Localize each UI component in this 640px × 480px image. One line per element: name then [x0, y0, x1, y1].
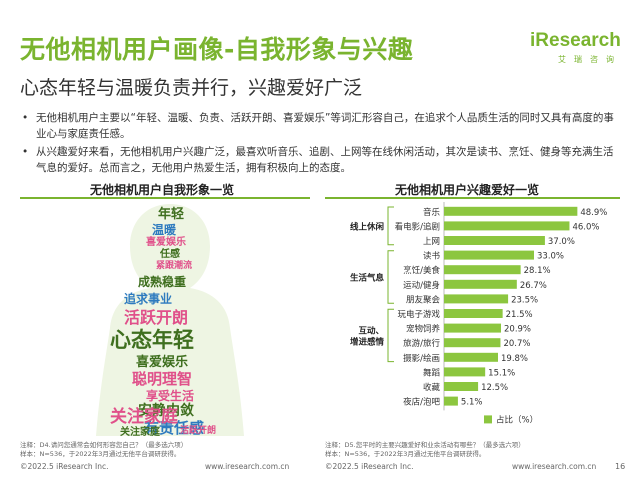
bar: [444, 279, 517, 289]
category-label: 朋友聚会: [406, 294, 441, 305]
cloud-word: 活跃开朗: [180, 426, 217, 436]
page-number: 16: [615, 462, 626, 471]
bar: [444, 250, 534, 260]
bullet-item: • 从兴趣爱好来看，无他相机用户兴趣广泛，最喜欢听音乐、追剧、上网等在线休闲活动…: [22, 144, 622, 176]
footer-copyright: ©2022.5 iResearch Inc.: [20, 462, 109, 471]
cloud-panel-title: 无他相机用户自我形象一览: [90, 183, 235, 197]
data-label: 5.1%: [461, 398, 483, 408]
cloud-word: 有责任感: [144, 419, 205, 437]
legend-swatch: [484, 415, 492, 424]
cloud-word: 聪明理智: [132, 370, 193, 388]
interest-bar-chart: 音乐 48.9% 看电影/追剧 46.0% 上网 37.0% 读书 33.0% 烹饪/美食 28.…: [322, 196, 622, 440]
cloud-word: 心态年轻: [110, 328, 194, 352]
cloud-note: 注释：D4.请问您通常会如何形容您自己？（最多选六项） 样本：N=536，于20…: [20, 441, 188, 458]
footer-url[interactable]: www.iresearch.com.cn: [205, 462, 290, 471]
bullet-dot-icon: •: [22, 112, 29, 124]
bar: [444, 309, 503, 318]
bar: [444, 294, 509, 304]
group-label: 互动、: [358, 325, 384, 336]
category-label: 读书: [423, 251, 441, 262]
bar-chart-svg: 音乐 48.9% 看电影/追剧 46.0% 上网 37.0% 读书 33.0% 烹饪/美食 28.…: [350, 202, 607, 425]
category-label: 旅游/旅行: [403, 338, 440, 349]
category-label: 上网: [423, 237, 440, 247]
category-label: 玩电子游戏: [397, 309, 440, 320]
cloud-word: 追求事业: [124, 292, 173, 306]
data-label: 20.7%: [503, 339, 530, 349]
category-label: 音乐: [423, 207, 441, 218]
logo-chinese: 艾瑞咨询: [558, 55, 622, 64]
data-label: 19.8%: [501, 354, 528, 364]
cloud-word: 任感: [160, 249, 180, 260]
group-label: 线上休闲: [350, 221, 384, 232]
category-label: 收藏: [423, 382, 441, 393]
bullet-item: • 无他相机用户主要以“年轻、温暖、负责、活跃开朗、喜爱娱乐”等词汇形容自己，在…: [22, 110, 622, 142]
data-label: 46.0%: [572, 222, 599, 232]
self-image-word-cloud: 年轻 温暖 喜爱娱乐 任感 紧跟潮流 成熟稳重 追求事业 活跃开朗 心态年轻 喜…: [20, 196, 320, 436]
data-label: 23.5%: [511, 295, 538, 305]
chart-panel-divider: [325, 197, 620, 199]
cloud-word: 年轻: [158, 207, 185, 222]
logo-wordmark: iResearch: [530, 30, 621, 51]
group-bracket: [387, 308, 394, 363]
chart-note: 注释：D5.您平时的主要兴趣爱好和业余活动有哪些？（最多选六项） 样本：N=53…: [325, 441, 525, 458]
cloud-word: 活跃开朗: [124, 308, 189, 327]
category-label: 舞蹈: [423, 367, 440, 378]
group-label: 增进感情: [350, 336, 385, 347]
bar: [444, 367, 486, 377]
bar: [444, 265, 521, 275]
cloud-word: 喜爱娱乐: [136, 355, 189, 370]
bar: [444, 236, 545, 245]
cloud-word: 关注家庭: [110, 407, 178, 427]
data-label: 15.1%: [488, 368, 515, 378]
category-label: 夜店/泡吧: [403, 397, 440, 408]
category-label: 摄影/绘画: [403, 353, 440, 364]
footer-copyright: ©2022.5 iResearch Inc.: [325, 462, 414, 471]
cloud-word: 紧跟潮流: [156, 261, 193, 271]
cloud-word: 安静内敛: [138, 403, 194, 419]
category-label: 看电影/追剧: [395, 221, 440, 232]
data-label: 28.1%: [524, 266, 551, 276]
bar: [444, 206, 578, 216]
bullet-text: 从兴趣爱好来看，无他相机用户兴趣广泛，最喜欢听音乐、追剧、上网等在线休闲活动，其…: [36, 146, 614, 174]
bar: [444, 221, 570, 231]
data-label: 20.9%: [504, 325, 531, 335]
data-label: 21.5%: [506, 310, 533, 320]
footer-url[interactable]: www.iresearch.com.cn: [512, 462, 597, 471]
data-label: 26.7%: [520, 281, 547, 291]
bar: [444, 396, 458, 406]
cloud-panel-divider: [20, 197, 310, 199]
category-label: 运动/健身: [403, 280, 440, 291]
legend-label: 占比（%）: [496, 414, 538, 425]
group-label: 生活气息: [350, 273, 385, 284]
bullet-text: 无他相机用户主要以“年轻、温暖、负责、活跃开朗、喜爱娱乐”等词汇形容自己，在追求…: [36, 112, 614, 140]
bullet-dot-icon: •: [22, 146, 29, 158]
summary-bullets: • 无他相机用户主要以“年轻、温暖、负责、活跃开朗、喜爱娱乐”等词汇形容自己，在…: [22, 110, 622, 178]
bar: [444, 338, 501, 348]
iresearch-logo: iResearch 艾瑞咨询: [530, 30, 630, 70]
bar: [444, 323, 501, 333]
data-label: 37.0%: [548, 237, 575, 247]
cloud-word: 关注家庭: [120, 427, 160, 438]
cloud-word: 温暖: [152, 223, 177, 237]
cloud-word: 喜爱娱乐: [146, 237, 186, 248]
group-bracket: [387, 206, 394, 246]
data-label: 12.5%: [481, 383, 508, 393]
bar: [444, 352, 498, 362]
data-label: 33.0%: [537, 252, 564, 262]
category-label: 宠物饲养: [406, 324, 441, 335]
category-label: 烹饪/美食: [403, 265, 440, 276]
page-subtitle: 心态年轻与温暖负责并行，兴趣爱好广泛: [20, 77, 363, 99]
group-bracket: [387, 250, 394, 304]
bar: [444, 382, 479, 391]
cloud-word: 享受生活: [146, 389, 195, 403]
data-label: 48.9%: [580, 208, 607, 218]
chart-panel-title: 无他相机用户兴趣爱好一览: [395, 183, 540, 197]
silhouette-shape: [96, 204, 244, 436]
page-title: 无他相机用户画像-自我形象与兴趣: [20, 35, 414, 64]
cloud-word: 成熟稳重: [138, 275, 187, 289]
